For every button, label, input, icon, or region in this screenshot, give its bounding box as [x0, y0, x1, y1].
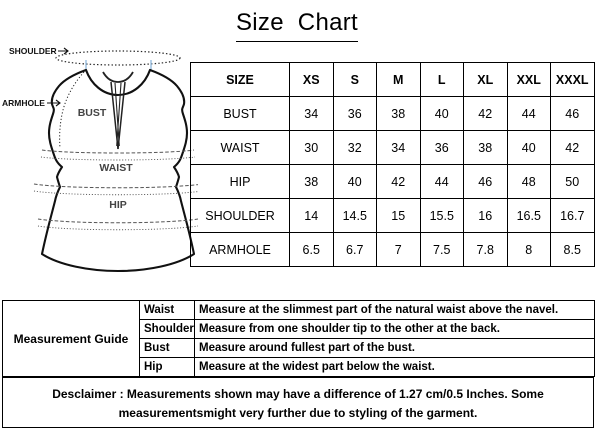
svg-text:HIP: HIP [109, 199, 127, 211]
svg-text:WAIST: WAIST [99, 162, 133, 174]
svg-text:ARMHOLE: ARMHOLE [2, 98, 45, 108]
svg-text:SHOULDER: SHOULDER [9, 46, 57, 56]
svg-text:BUST: BUST [78, 107, 107, 119]
